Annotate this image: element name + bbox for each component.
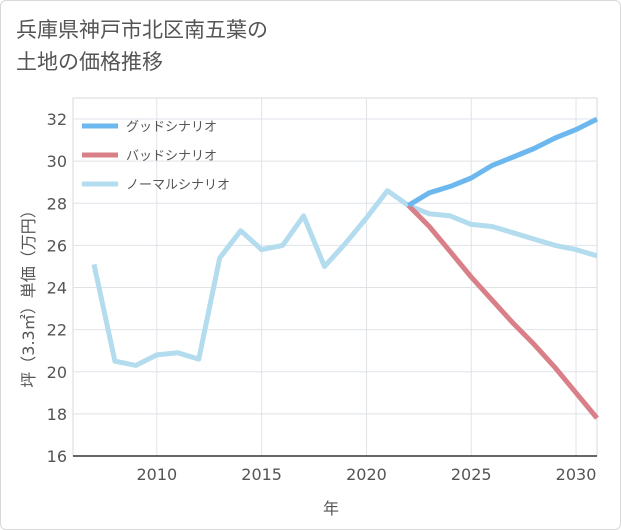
legend-label: グッドシナリオ bbox=[126, 120, 217, 135]
series-line-1 bbox=[406, 203, 599, 420]
x-tick-label: 2030 bbox=[556, 465, 597, 484]
legend-label: バッドシナリオ bbox=[126, 149, 217, 164]
chart-title: 兵庫県神戸市北区南五葉の 土地の価格推移 bbox=[16, 18, 268, 74]
y-tick-label: 26 bbox=[47, 236, 67, 255]
x-tick-label: 2020 bbox=[346, 465, 387, 484]
x-tick-label: 2025 bbox=[451, 465, 492, 484]
y-tick-label: 28 bbox=[47, 194, 67, 213]
y-tick-label: 22 bbox=[47, 321, 67, 340]
x-axis-label: 年 bbox=[323, 499, 339, 518]
y-tick-label: 16 bbox=[47, 447, 67, 466]
y-tick-label: 18 bbox=[47, 405, 67, 424]
y-tick-label: 32 bbox=[47, 110, 67, 129]
series-line-0 bbox=[407, 116, 599, 208]
x-tick-label: 2010 bbox=[136, 465, 177, 484]
y-tick-label: 30 bbox=[47, 152, 67, 171]
tick-labels: 16 18 20 22 24 26 28 30 32 2010 2015 2020 2025 2030 bbox=[47, 110, 597, 484]
x-tick-label: 2015 bbox=[241, 465, 282, 484]
y-axis-label: 坪（3.3㎡）単価（万円） bbox=[19, 202, 38, 387]
series-lines bbox=[91, 116, 599, 420]
y-tick-label: 24 bbox=[47, 279, 67, 298]
legend-label: ノーマルシナリオ bbox=[126, 178, 230, 193]
y-tick-label: 20 bbox=[47, 363, 67, 382]
series-line-2 bbox=[91, 188, 598, 368]
